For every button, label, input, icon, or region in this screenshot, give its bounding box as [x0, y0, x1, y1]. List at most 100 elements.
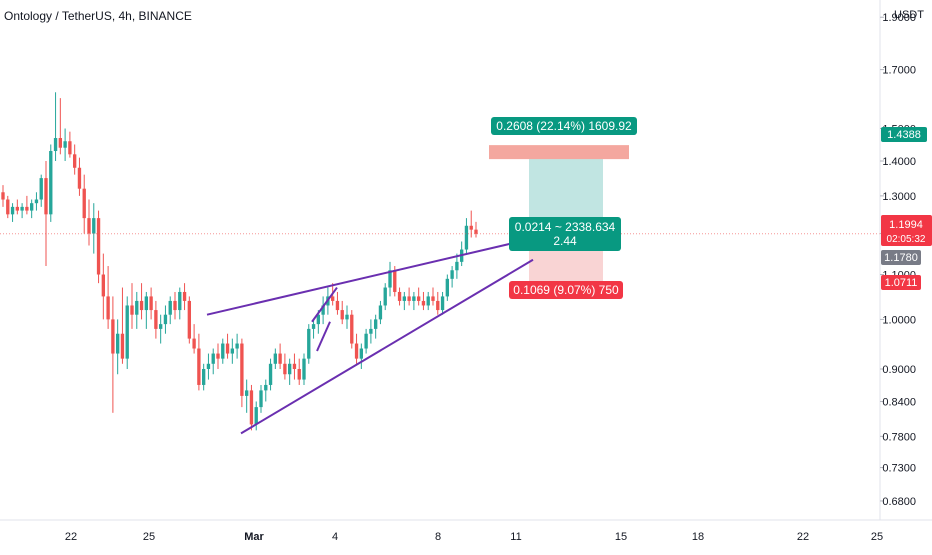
candle-body [178, 291, 182, 311]
candle-body [412, 296, 416, 301]
candle-body [77, 167, 82, 189]
candle-body [39, 178, 43, 200]
candle-body [321, 305, 325, 315]
candle-body [450, 270, 454, 279]
candle-body [72, 154, 77, 168]
candle-body [369, 328, 373, 334]
candle-body [259, 390, 263, 408]
candle-body [92, 218, 96, 234]
candle-body [216, 353, 220, 359]
candle-body [29, 203, 34, 211]
time-tick-label: 18 [692, 531, 704, 543]
candle-body [144, 296, 149, 311]
price-tick-label: 1.4000 [882, 156, 916, 168]
candle-body [407, 296, 411, 301]
candle-body [431, 296, 435, 301]
price-tick-label: 0.6800 [882, 496, 916, 508]
candle-body [297, 368, 301, 380]
current-price-badge: 1.1994 02:05:32 [881, 215, 932, 246]
entry-price-value: 1.1780 [884, 252, 918, 264]
target-label[interactable]: 0.2608 (22.14%) 1609.92 [491, 117, 637, 135]
time-tick-label: 25 [143, 531, 155, 543]
candle-body [154, 310, 158, 329]
candle-body [283, 363, 287, 375]
candle-body [249, 390, 254, 425]
stop-price-value: 1.0711 [885, 277, 918, 289]
candle-body [187, 300, 192, 339]
candle-body [464, 225, 469, 250]
price-tick-label: 1.0000 [882, 314, 916, 326]
candle-body [115, 333, 120, 354]
candle-body [49, 151, 53, 215]
candle-body [101, 274, 106, 297]
candle-body [68, 141, 72, 155]
short-trendline-2[interactable] [316, 321, 331, 352]
candle-body [402, 296, 407, 301]
candle-body [340, 310, 344, 320]
price-tick-label: 0.7800 [882, 431, 916, 443]
time-tick-label: 15 [615, 531, 627, 543]
candle-body [440, 296, 445, 311]
candle-body [63, 141, 67, 148]
candle-body [34, 199, 39, 204]
candle-body [397, 291, 402, 301]
candle-body [302, 358, 306, 380]
candle-body [287, 363, 292, 375]
price-tick-label: 0.8400 [882, 396, 916, 408]
candle-body [235, 343, 239, 349]
current-price-value: 1.1994 [889, 219, 923, 231]
candle-body [378, 305, 383, 320]
target-price-badge: 1.4388 [881, 127, 927, 142]
chart-title: Ontology / TetherUS, 4h, BINANCE [4, 9, 192, 23]
candle-body [469, 225, 473, 230]
candle-body [15, 206, 20, 211]
candle-body [316, 314, 321, 325]
candle-body [82, 188, 86, 219]
target-label-text: 0.2608 (22.14%) 1609.92 [496, 119, 632, 133]
time-axis[interactable]: 22 25 Mar 4 8 11 15 18 22 25 [65, 531, 883, 543]
candle-body [53, 138, 58, 152]
candle-body [264, 384, 268, 391]
candle-body [168, 300, 172, 315]
price-tick-label: 0.7300 [882, 463, 916, 475]
candle-body [364, 333, 368, 349]
candle-body [182, 291, 187, 301]
time-tick-label: 22 [797, 531, 809, 543]
candle-body [345, 314, 349, 320]
candle-body [87, 218, 91, 234]
candle-body [388, 270, 392, 288]
wedge-lower-trendline[interactable] [240, 258, 534, 435]
candle-body [135, 300, 139, 315]
position-summary-label[interactable]: 0.0214 ~ 2338.634 2.44 [509, 217, 621, 251]
candle-body [330, 296, 335, 301]
candle-body [1, 192, 5, 200]
candle-body [201, 368, 206, 385]
short-trendline[interactable] [311, 286, 338, 323]
candle-body [240, 343, 244, 396]
candle-body [393, 270, 397, 292]
time-tick-label: Mar [244, 531, 264, 543]
candle-body [359, 348, 364, 359]
candle-body [436, 300, 440, 311]
candle-body [335, 300, 340, 311]
stop-label[interactable]: 0.1069 (9.07%) 750 [509, 281, 623, 299]
wedge-upper-trendline[interactable] [206, 240, 521, 316]
price-tick-label: 1.3000 [882, 191, 916, 203]
position-summary-line1: 0.0214 ~ 2338.634 [515, 220, 616, 234]
candle-body [445, 278, 450, 297]
target-marker-bar [489, 145, 629, 160]
candle-body [158, 324, 163, 329]
price-tick-label: 0.9000 [882, 364, 916, 376]
candle-body [120, 333, 125, 359]
candle-body [106, 296, 110, 320]
candle-body [139, 300, 144, 311]
candle-body [254, 407, 258, 425]
candle-body [221, 343, 225, 359]
time-tick-label: 4 [332, 531, 338, 543]
stop-price-badge: 1.0711 [881, 275, 921, 290]
stop-label-text: 0.1069 (9.07%) 750 [513, 283, 619, 297]
time-tick-label: 11 [510, 531, 521, 543]
candle-body [307, 328, 311, 359]
